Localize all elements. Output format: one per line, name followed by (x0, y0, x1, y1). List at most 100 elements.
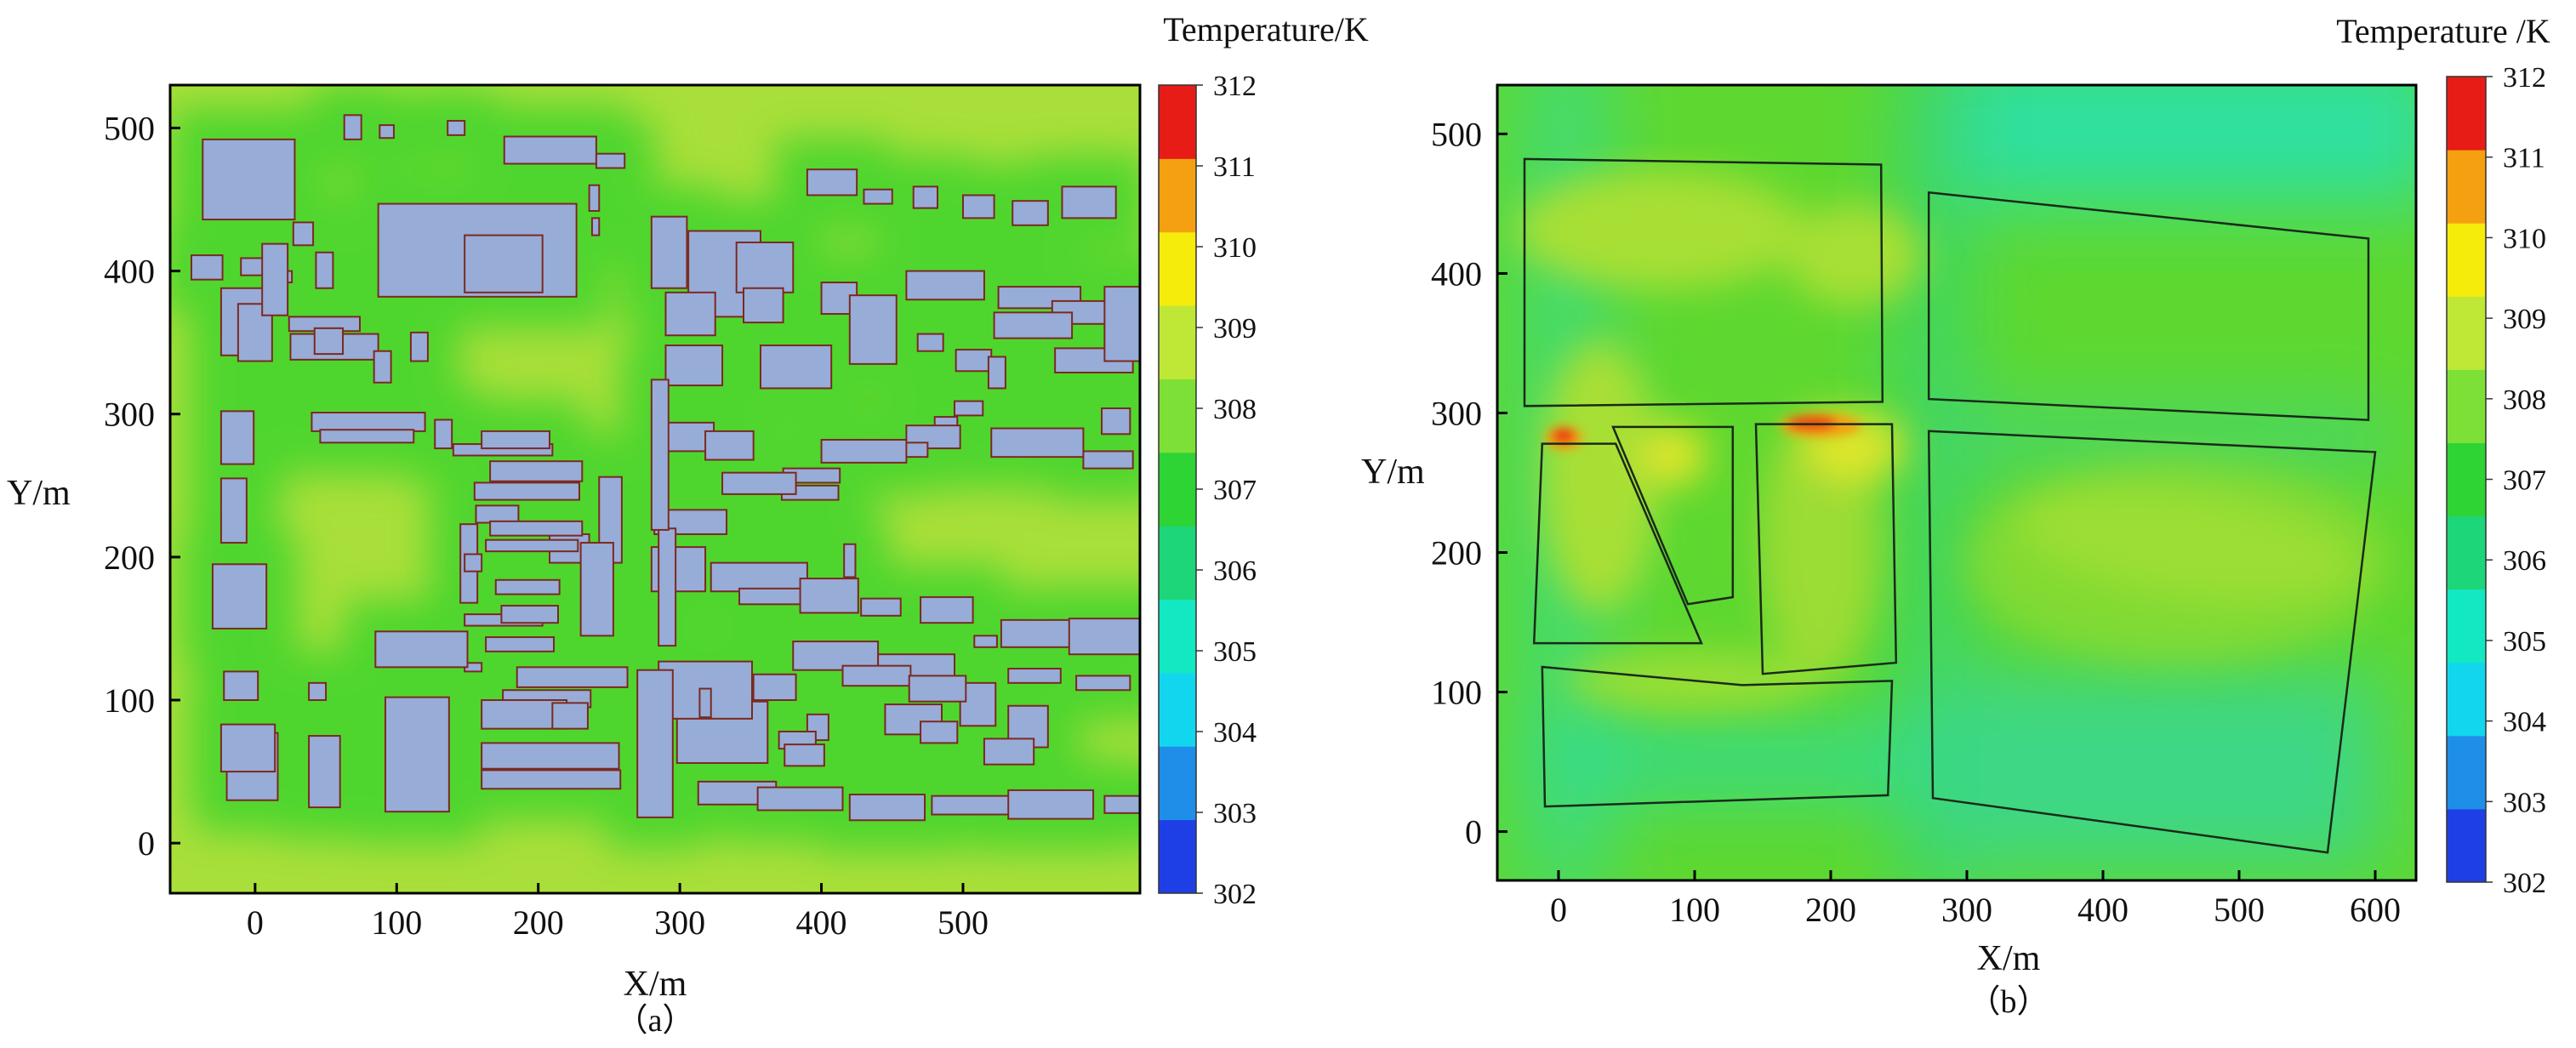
panel-a-colorbar-title: Temperature/K (1163, 10, 1369, 48)
building (481, 430, 551, 450)
panel-b-colorbar-tick-label: 303 (2503, 787, 2546, 818)
building (384, 696, 450, 813)
building (710, 561, 808, 593)
panel-a-xtick-label: 500 (938, 903, 989, 942)
panel-a-colorbar-band (1159, 526, 1196, 601)
panel-a-xtick-label: 100 (371, 903, 422, 942)
building (843, 543, 857, 578)
building (820, 438, 908, 464)
building (983, 738, 1035, 766)
building (551, 702, 589, 730)
block-outline (1611, 425, 1735, 606)
panel-a-frame (168, 83, 1142, 895)
building (464, 553, 483, 572)
building (590, 217, 601, 236)
building (223, 670, 259, 702)
building (202, 138, 296, 221)
panel-b-ytick-label: 100 (1431, 674, 1482, 712)
panel-a-xtick-label: 0 (247, 903, 264, 942)
panel-b-xlabel: X/m (1977, 939, 2041, 978)
building (1068, 618, 1140, 656)
building (494, 578, 561, 595)
building (953, 400, 984, 417)
panel-a-xlabel: X/m (624, 965, 687, 1004)
building (735, 241, 795, 293)
building (987, 356, 1006, 390)
panel-b-colorbar: 312 311 310 309 308 307 306 305 304 303 302 (2446, 62, 2546, 899)
panel-a-colorbar-tick-label: 306 (1213, 555, 1257, 587)
building (1000, 618, 1080, 648)
panel-a-colorbar-band (1159, 452, 1196, 527)
panel-b-field (1497, 85, 2416, 880)
panel-a-buildings (190, 114, 1140, 822)
building (955, 349, 993, 373)
panel-a-xtick-label: 300 (654, 903, 705, 942)
building (912, 185, 939, 209)
building (1007, 789, 1095, 820)
panel-b-colorbar-tick-label: 306 (2503, 545, 2546, 577)
panel-a-ytick-label: 100 (104, 681, 155, 720)
panel-a-colorbar-band (1159, 305, 1196, 379)
building (374, 630, 469, 669)
panel-b-colorbar-tick-label: 305 (2503, 626, 2546, 658)
block-outline (1927, 191, 2370, 422)
building (190, 254, 224, 281)
building (916, 333, 944, 352)
building (698, 687, 712, 719)
panel-b-ylabel: Y/m (1361, 453, 1425, 492)
building (292, 221, 315, 247)
block-outline (1523, 157, 1884, 407)
panel-a-colorbar-tick-label: 302 (1213, 879, 1257, 910)
building (588, 184, 601, 212)
building (1101, 407, 1131, 436)
block-outline (1541, 665, 1894, 808)
building (920, 720, 959, 744)
panel-a-label: （a） (616, 1003, 695, 1039)
panel-b-xtick-label: 400 (2077, 891, 2129, 929)
building (752, 673, 797, 702)
building (920, 595, 974, 624)
building (841, 664, 912, 687)
building (905, 270, 985, 301)
panel-b-colorbar-tick-label: 310 (2503, 223, 2546, 254)
building (1007, 668, 1062, 684)
panel-b-ytick-label: 400 (1431, 254, 1482, 293)
building (860, 597, 902, 617)
building (595, 152, 626, 169)
panel-a-ytick-label: 400 (104, 253, 155, 291)
panel-a-colorbar-band (1159, 379, 1196, 453)
building (1103, 286, 1140, 362)
building (319, 429, 415, 444)
building (848, 793, 926, 822)
building (704, 430, 755, 461)
building (485, 538, 579, 553)
panel-a-colorbar-band (1159, 231, 1196, 306)
panel-a: 0 100 200 300 400 500 0 100 200 300 400 500 X/m Y/m… (7, 10, 1369, 1039)
panel-b-colorbar-tick-label: 312 (2503, 62, 2546, 94)
panel-b-xtick-label: 0 (1550, 891, 1567, 929)
building (489, 460, 584, 482)
building (219, 477, 248, 544)
building (997, 286, 1082, 310)
building (664, 345, 724, 387)
panel-b-colorbar-tick-label: 304 (2503, 707, 2546, 738)
building (485, 636, 556, 652)
building (308, 681, 328, 702)
panel-a-colorbar-band (1159, 672, 1196, 747)
building (990, 427, 1085, 458)
panel-b-colorbar-tick-label: 311 (2503, 143, 2545, 174)
building (447, 120, 466, 136)
panel-b-colorbar-tick-label: 308 (2503, 384, 2546, 416)
panel-b-colorbar-tick-label: 309 (2503, 304, 2546, 335)
panel-a-colorbar-band (1159, 746, 1196, 821)
building (664, 291, 716, 337)
panel-b-blocks (1523, 157, 2377, 854)
building (503, 135, 597, 165)
panel-b-ytick-label: 500 (1431, 115, 1482, 153)
building (219, 410, 255, 465)
panel-a-colorbar-band (1159, 599, 1196, 674)
building (721, 471, 797, 495)
building (261, 242, 289, 316)
building (908, 675, 967, 703)
